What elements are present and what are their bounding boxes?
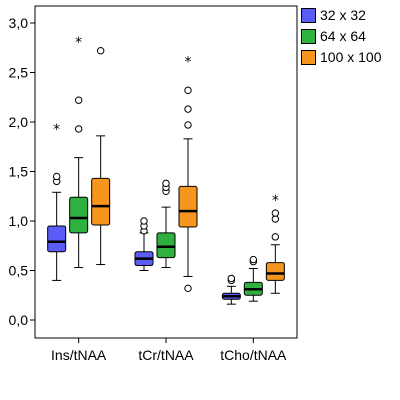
y-tick-label: 1,5 — [9, 164, 29, 180]
box-body — [47, 225, 67, 253]
outlier-point — [249, 255, 258, 264]
outlier-point — [271, 233, 280, 241]
box: * — [178, 55, 198, 293]
extreme-point: * — [53, 122, 60, 138]
outlier-point — [140, 217, 148, 225]
outlier-point — [184, 86, 192, 95]
y-axis: 0,0 0,5 1,0 1,5 2,0 2,5 3,0 — [9, 15, 35, 328]
outlier-point — [96, 47, 105, 55]
outlier-point — [227, 274, 236, 283]
legend-swatch-32x32 — [301, 8, 316, 23]
box: * — [265, 193, 285, 294]
y-tick-label: 3,0 — [9, 15, 29, 31]
extreme-point: * — [75, 35, 82, 51]
box-body — [69, 196, 89, 234]
box: * — [69, 35, 89, 269]
x-category-label: Ins/tNAA — [51, 347, 107, 363]
box — [91, 47, 111, 266]
x-category-label: tCr/tNAA — [138, 347, 194, 363]
box-group: * * * * — [47, 35, 285, 305]
outlier-point — [184, 284, 192, 293]
box — [221, 274, 241, 305]
outlier-point — [52, 172, 61, 181]
box — [156, 179, 176, 269]
y-tick-label: 0,5 — [9, 263, 29, 279]
box-body — [178, 185, 198, 228]
legend-swatch-100x100 — [301, 50, 316, 65]
legend-label-64x64: 64 x 64 — [320, 28, 366, 44]
extreme-point: * — [185, 55, 192, 71]
box-body — [91, 177, 111, 226]
x-category-label: tCho/tNAA — [220, 347, 287, 363]
legend-label-100x100: 100 x 100 — [320, 49, 382, 65]
extreme-point: * — [272, 193, 279, 209]
box: * — [47, 122, 67, 281]
y-tick-label: 0,0 — [9, 312, 29, 328]
outlier-point — [74, 96, 83, 104]
y-tick-label: 1,0 — [9, 213, 29, 229]
box — [134, 217, 154, 271]
outlier-point — [271, 209, 280, 217]
box-body — [265, 262, 285, 281]
x-axis: Ins/tNAA tCr/tNAA tCho/tNAA — [51, 338, 287, 363]
outlier-point — [74, 125, 83, 133]
legend-label-32x32: 32 x 32 — [320, 7, 366, 23]
legend-swatch-64x64 — [301, 29, 316, 44]
box-body — [156, 232, 176, 259]
outlier-point — [184, 105, 192, 113]
y-tick-label: 2,0 — [9, 114, 29, 130]
y-tick-label: 2,5 — [9, 65, 29, 81]
box — [243, 255, 263, 302]
outlier-point — [184, 121, 192, 129]
outlier-point — [162, 179, 170, 188]
